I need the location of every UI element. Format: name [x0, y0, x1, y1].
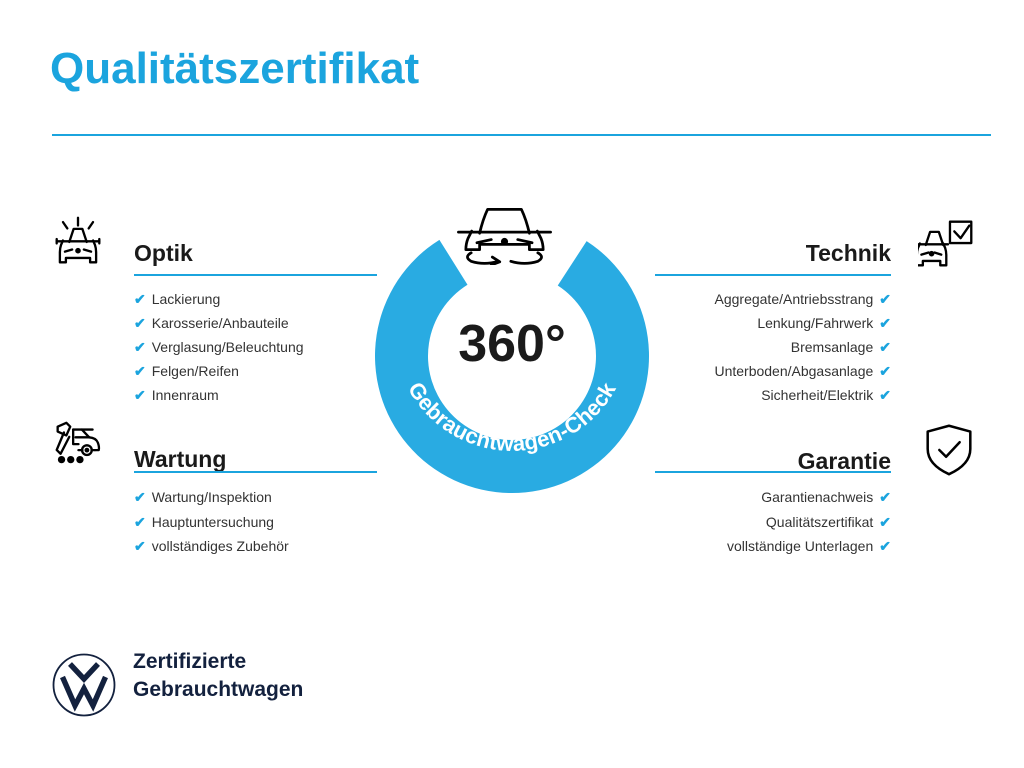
svg-text:Gebrauchtwagen-Check: Gebrauchtwagen-Check	[403, 377, 621, 456]
